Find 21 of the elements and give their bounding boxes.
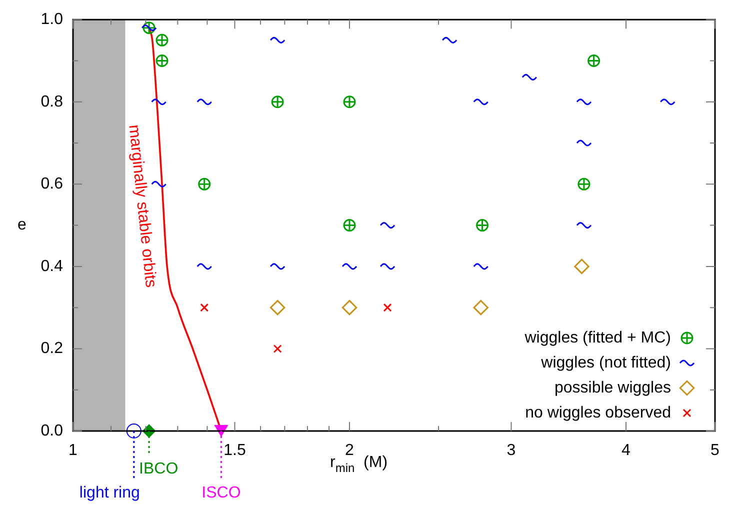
y-tick-label: 0.0 — [40, 422, 64, 440]
y-tick-label: 0.4 — [40, 258, 64, 275]
ref-line-label: IBCO — [139, 460, 178, 478]
legend-label: possible wiggles — [554, 379, 671, 396]
x-tick-label: 3 — [506, 442, 516, 460]
y-tick-label: 1.0 — [40, 11, 64, 28]
x-tick-label: 2 — [345, 442, 354, 460]
x-tick-label: 1.5 — [224, 442, 246, 460]
legend-label: no wiggles observed — [525, 404, 671, 422]
legend-label: wiggles (not fitted) — [540, 354, 671, 372]
x-tick-label: 4 — [622, 442, 631, 460]
legend-label: wiggles (fitted + MC) — [524, 329, 671, 346]
y-tick-label: 0.6 — [40, 176, 64, 193]
x-tick-label: 1 — [68, 442, 78, 460]
y-tick-label: 0.2 — [40, 340, 64, 358]
x-tick-label: 5 — [710, 442, 720, 460]
ref-line-label: light ring — [79, 484, 140, 502]
y-tick-label: 0.8 — [40, 93, 64, 110]
ref-line-label: ISCO — [202, 484, 241, 502]
y-axis-title: e — [18, 216, 27, 234]
text: marginally stable orbits — [125, 124, 160, 288]
